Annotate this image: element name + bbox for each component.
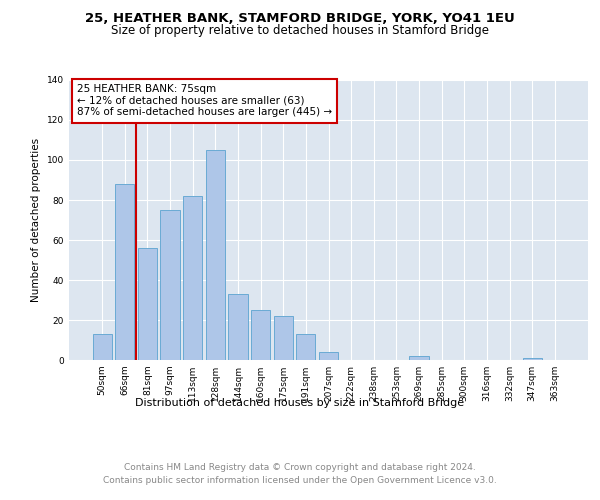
Bar — [206, 150, 225, 360]
Text: Contains HM Land Registry data © Crown copyright and database right 2024.: Contains HM Land Registry data © Crown c… — [124, 462, 476, 471]
Bar — [251, 310, 270, 360]
Bar — [274, 316, 293, 360]
Text: Distribution of detached houses by size in Stamford Bridge: Distribution of detached houses by size … — [136, 398, 464, 407]
Text: 25 HEATHER BANK: 75sqm
← 12% of detached houses are smaller (63)
87% of semi-det: 25 HEATHER BANK: 75sqm ← 12% of detached… — [77, 84, 332, 117]
Text: Size of property relative to detached houses in Stamford Bridge: Size of property relative to detached ho… — [111, 24, 489, 37]
Text: Contains public sector information licensed under the Open Government Licence v3: Contains public sector information licen… — [103, 476, 497, 485]
Bar — [138, 248, 157, 360]
Bar — [183, 196, 202, 360]
Bar — [229, 294, 248, 360]
Bar — [92, 334, 112, 360]
Text: 25, HEATHER BANK, STAMFORD BRIDGE, YORK, YO41 1EU: 25, HEATHER BANK, STAMFORD BRIDGE, YORK,… — [85, 12, 515, 26]
Y-axis label: Number of detached properties: Number of detached properties — [31, 138, 41, 302]
Bar — [523, 358, 542, 360]
Bar — [296, 334, 316, 360]
Bar — [115, 184, 134, 360]
Bar — [409, 356, 428, 360]
Bar — [160, 210, 180, 360]
Bar — [319, 352, 338, 360]
